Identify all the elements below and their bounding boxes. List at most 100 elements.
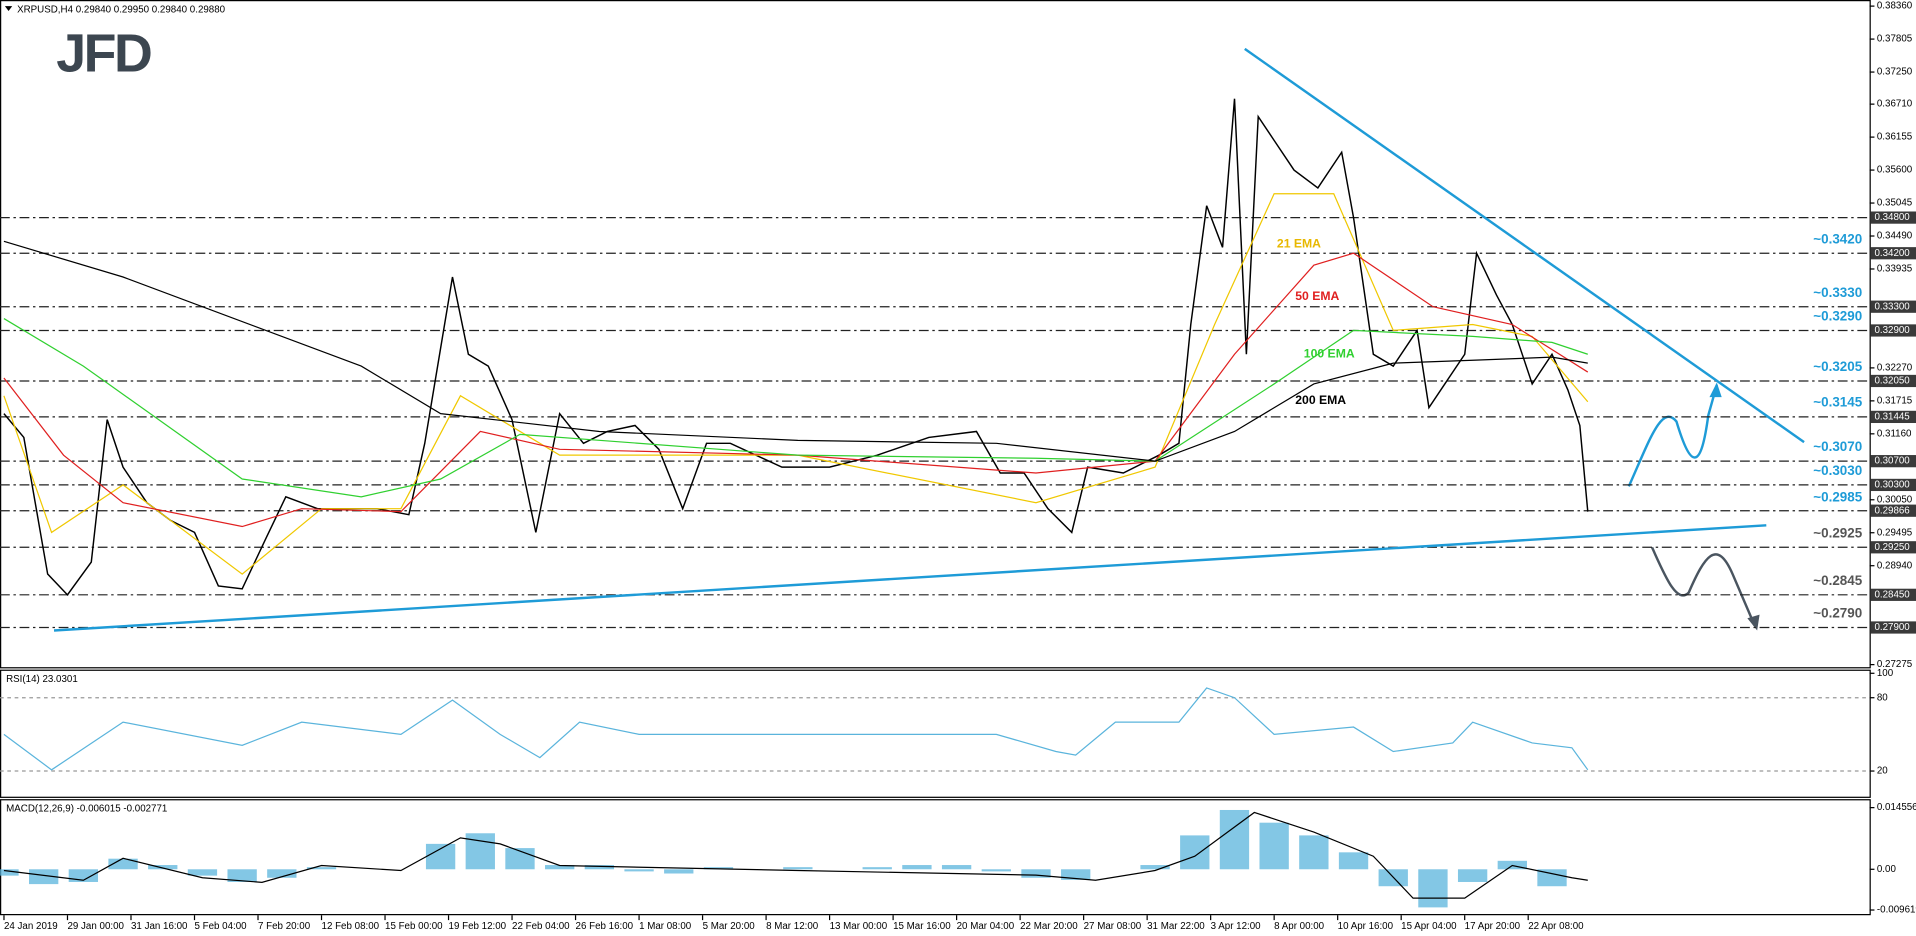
x-tick-label: 12 Feb 08:00: [322, 921, 380, 932]
level-tag: [1870, 621, 1916, 634]
ema-label: 21 EMA: [1277, 237, 1321, 251]
level-tag: [1870, 211, 1916, 224]
x-tick-label: 7 Feb 20:00: [258, 921, 311, 932]
macd-bar: [545, 865, 575, 870]
x-tick-label: 31 Jan 16:00: [131, 921, 188, 932]
x-tick-label: 27 Mar 08:00: [1084, 921, 1142, 932]
ema-label: 50 EMA: [1295, 289, 1339, 303]
arrow-head: [1747, 614, 1760, 631]
level-note: ~0.3420: [1813, 231, 1862, 246]
macd-bar: [624, 869, 654, 872]
ema-line: [3, 318, 1588, 498]
y-tick-label: 0.31160: [1877, 428, 1912, 439]
macd-bar: [783, 867, 813, 870]
level-tag: [1870, 478, 1916, 492]
macd-bar: [703, 867, 734, 870]
level-note: ~0.2925: [1813, 525, 1862, 540]
level-tag-label: 0.34200: [1874, 248, 1910, 259]
rsi-title: RSI(14) 23.0301: [6, 674, 78, 685]
level-note: ~0.3030: [1813, 463, 1862, 478]
level-note: ~0.3145: [1813, 395, 1862, 410]
symbol: XRPUSD,H4: [17, 4, 73, 15]
level-tag: [1870, 455, 1916, 468]
level-tag-label: 0.31445: [1874, 411, 1910, 422]
scenario-up: [1627, 384, 1718, 487]
y-tick-label: 100: [1877, 668, 1894, 679]
macd-bar: [1299, 835, 1329, 870]
level-tag-label: 0.28450: [1874, 589, 1910, 600]
level-tag-label: 0.33300: [1874, 301, 1910, 312]
level-tag: [1870, 374, 1916, 388]
macd-bar: [584, 865, 615, 870]
level-tag-label: 0.29250: [1874, 542, 1910, 553]
current-price-label: 0.29866: [1874, 505, 1909, 516]
y-tick-label: -0.009619: [1877, 905, 1916, 916]
level-tag: [1870, 247, 1916, 260]
menu-arrow: [4, 6, 13, 11]
x-tick-label: 15 Feb 00:00: [385, 921, 443, 932]
level-note: ~0.2845: [1813, 573, 1862, 588]
macd-bar: [1021, 869, 1051, 878]
macd-bar: [941, 865, 972, 870]
y-tick-label: 0.32270: [1877, 362, 1913, 373]
ema-line: [3, 240, 1588, 462]
x-tick-label: 22 Mar 20:00: [1020, 921, 1078, 932]
y-tick-label: 0.33935: [1877, 264, 1913, 275]
macd-bar: [1537, 869, 1567, 887]
level-tag: [1870, 300, 1916, 313]
macd-bar: [1180, 835, 1210, 870]
x-tick-label: 1 Mar 08:00: [639, 921, 692, 932]
x-tick-label: 13 Mar 00:00: [830, 921, 888, 932]
macd-signal: [3, 811, 1588, 899]
level-tag: [1870, 324, 1916, 337]
x-tick-label: 19 Feb 12:00: [449, 921, 507, 932]
level-note: ~0.3290: [1813, 309, 1862, 324]
y-tick-label: 0.37805: [1877, 34, 1913, 45]
y-tick-label: 0.31715: [1877, 395, 1913, 406]
scenario-down: [1650, 546, 1756, 627]
arrow-head: [1709, 382, 1722, 398]
macd-bar: [981, 869, 1011, 872]
y-tick-label: 0.28940: [1877, 560, 1913, 571]
macd-bar: [306, 867, 337, 870]
y-tick-label: 0.27275: [1877, 659, 1913, 670]
macd-bar: [1338, 852, 1369, 870]
x-tick-label: 8 Mar 12:00: [766, 921, 819, 932]
y-tick-label: 0.36710: [1877, 99, 1913, 110]
level-tag-label: 0.32900: [1874, 325, 1910, 336]
macd-bar: [465, 833, 495, 870]
x-tick-label: 8 Apr 00:00: [1274, 921, 1325, 932]
macd-bar: [148, 865, 178, 870]
level-tag: [1870, 541, 1916, 554]
level-tag-label: 0.30300: [1874, 479, 1910, 490]
macd-title: MACD(12,26,9) -0.006015 -0.002771: [6, 803, 167, 814]
y-tick-label: 0.38360: [1877, 1, 1913, 12]
macd-bar: [108, 858, 138, 870]
level-note: ~0.2790: [1813, 606, 1862, 621]
ohlc: 0.29840 0.29950 0.29840 0.29880: [76, 4, 226, 15]
level-note: ~0.3070: [1813, 439, 1862, 454]
macd-bar: [29, 869, 59, 885]
level-tag-label: 0.34800: [1874, 212, 1910, 223]
macd-bar: [1061, 869, 1091, 880]
macd-bar: [664, 869, 694, 874]
y-tick-label: 0.35045: [1877, 198, 1913, 209]
x-tick-label: 17 Apr 20:00: [1465, 921, 1521, 932]
y-tick-label: 0.014556: [1877, 802, 1916, 813]
ema-label: 200 EMA: [1295, 393, 1346, 407]
ema-label: 100 EMA: [1304, 347, 1355, 361]
macd-bar: [0, 869, 19, 876]
y-tick-label: 0.30050: [1877, 494, 1913, 505]
y-tick-label: 0.29495: [1877, 527, 1913, 538]
x-tick-label: 29 Jan 00:00: [67, 921, 124, 932]
level-note: ~0.3330: [1813, 285, 1862, 300]
macd-bar: [425, 843, 456, 870]
y-tick-label: 20: [1877, 766, 1888, 777]
macd-bar: [1418, 869, 1448, 908]
x-tick-label: 26 Feb 16:00: [576, 921, 634, 932]
y-tick-label: 0.00: [1877, 864, 1897, 875]
x-tick-label: 3 Apr 12:00: [1211, 921, 1262, 932]
macd-bar: [1140, 865, 1170, 870]
level-note: ~0.3205: [1813, 359, 1862, 374]
